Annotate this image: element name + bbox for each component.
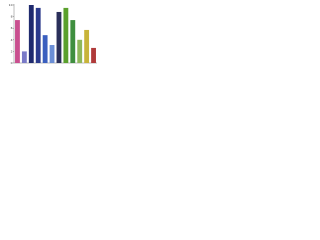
- y-tick-label: 2: [11, 49, 13, 53]
- bar: [21, 51, 27, 63]
- y-tick-label: 6: [11, 26, 13, 30]
- bar: [56, 11, 62, 64]
- bar: [35, 7, 41, 63]
- y-tick-label: 0: [11, 61, 13, 65]
- bar: [84, 29, 90, 63]
- bar: [28, 5, 34, 63]
- chart: 0 2 4 6 8 10: [9, 3, 97, 65]
- bar: [42, 35, 48, 63]
- page: {"chart_data": {"type": "bar", "categori…: [0, 0, 100, 75]
- y-tick-label: 10: [9, 3, 13, 7]
- bar: [15, 20, 20, 63]
- y-tick-label: 8: [11, 15, 13, 19]
- bar: [70, 20, 76, 63]
- y-tick-label: 4: [11, 38, 13, 42]
- bar: [91, 47, 96, 63]
- bar: [49, 45, 55, 63]
- bar: [63, 7, 69, 63]
- bar: [77, 39, 83, 63]
